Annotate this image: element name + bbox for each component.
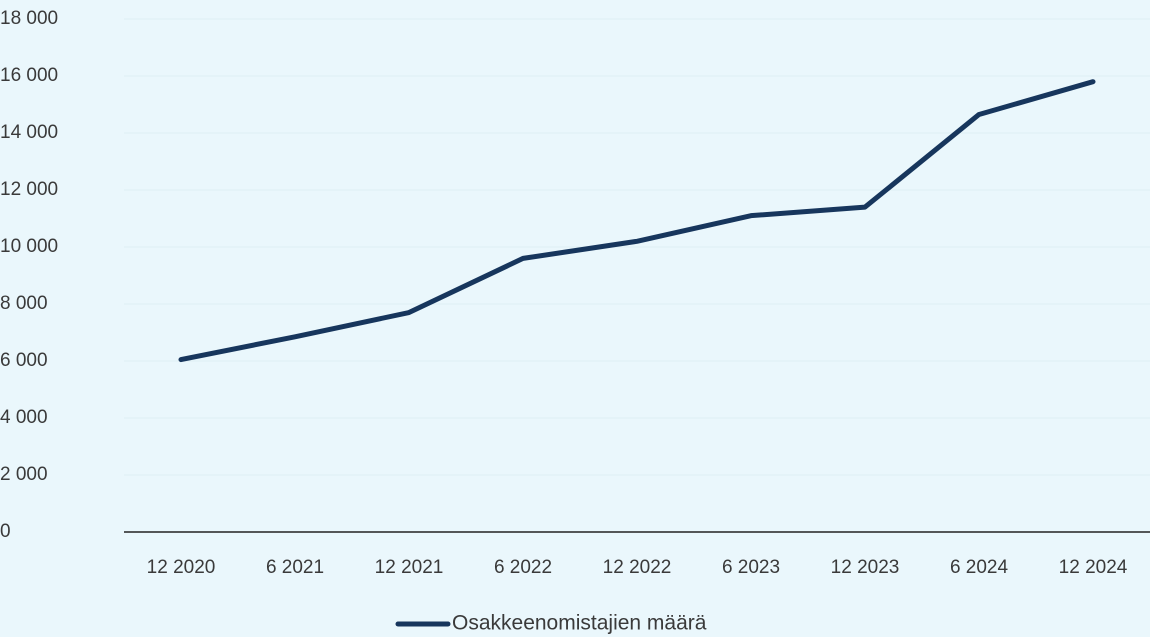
y-tick-label: 8 000 — [0, 293, 48, 314]
x-tick-label: 12 2021 — [375, 557, 444, 578]
x-tick-label: 6 2021 — [266, 557, 324, 578]
x-tick-label: 6 2022 — [494, 557, 552, 578]
x-tick-label: 12 2022 — [603, 557, 672, 578]
y-tick-label: 18 000 — [0, 8, 58, 29]
y-tick-label: 12 000 — [0, 179, 58, 200]
y-tick-label: 2 000 — [0, 464, 48, 485]
x-tick-label: 6 2024 — [950, 557, 1009, 578]
line — [178, 79, 1096, 363]
y-tick-label: 4 000 — [0, 407, 48, 428]
y-tick-label: 14 000 — [0, 122, 58, 143]
y-tick-label: 0 — [0, 521, 11, 542]
x-tick-label: 6 2023 — [722, 557, 780, 578]
legend-label: Osakkeenomistajien määrä — [452, 612, 707, 635]
x-tick-label: 12 2024 — [1059, 557, 1128, 578]
y-tick-label: 10 000 — [0, 236, 58, 257]
y-tick-label: 16 000 — [0, 65, 58, 86]
y-tick-label: 6 000 — [0, 350, 48, 371]
x-tick-label: 12 2023 — [831, 557, 900, 578]
x-tick-label: 12 2020 — [147, 557, 216, 578]
